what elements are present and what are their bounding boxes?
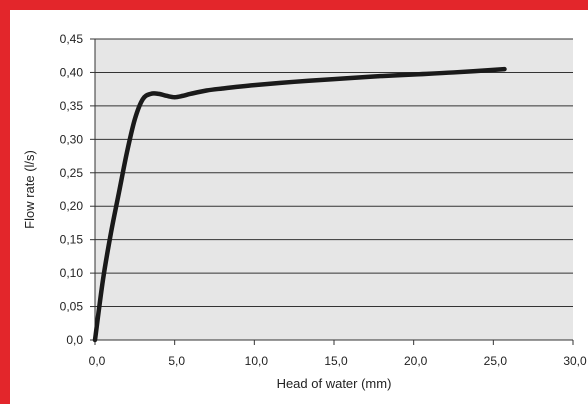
y-tick-label: 0,45 <box>60 32 84 46</box>
y-tick-label: 0,10 <box>60 266 84 280</box>
y-tick-label: 0,40 <box>60 65 84 79</box>
line-chart: 0,0 5,0 10,0 15,0 20,0 25,0 30,0 0,00,050,100,… <box>22 32 587 391</box>
y-tick-label: 0,25 <box>60 166 84 180</box>
x-tick-label: 20,0 <box>404 354 428 368</box>
y-tick-label: 0,15 <box>60 233 84 247</box>
data-series-line <box>92 66 507 343</box>
y-tick-label: 0,30 <box>60 132 84 146</box>
y-tick-label: 0,05 <box>60 300 84 314</box>
x-tick-label: 30,0 <box>563 354 587 368</box>
y-tick-label: 0,0 <box>66 333 83 347</box>
x-axis-title: Head of water (mm) <box>277 376 392 391</box>
axes <box>94 39 573 341</box>
gridlines <box>90 38 574 345</box>
y-tick-labels: 0,0 0,05 0,10 0,15 0,20 0,25 0,30 0,35 0,40 0,45 <box>60 32 84 347</box>
x-tick-label: 15,0 <box>324 354 348 368</box>
x-tick-label: 10,0 <box>245 354 269 368</box>
y-tick-label: 0,20 <box>60 199 84 213</box>
x-tick-label: 5,0 <box>168 354 185 368</box>
y-axis-title: Flow rate (l/s) <box>22 150 37 229</box>
x-tick-labels: 0,0 5,0 10,0 15,0 20,0 25,0 30,0 <box>89 354 587 368</box>
plot-area <box>95 39 573 340</box>
y-tick-label: 0,35 <box>60 99 84 113</box>
series-group <box>92 66 507 343</box>
x-tick-label: 25,0 <box>484 354 508 368</box>
x-tick-label: 0,0 <box>89 354 106 368</box>
